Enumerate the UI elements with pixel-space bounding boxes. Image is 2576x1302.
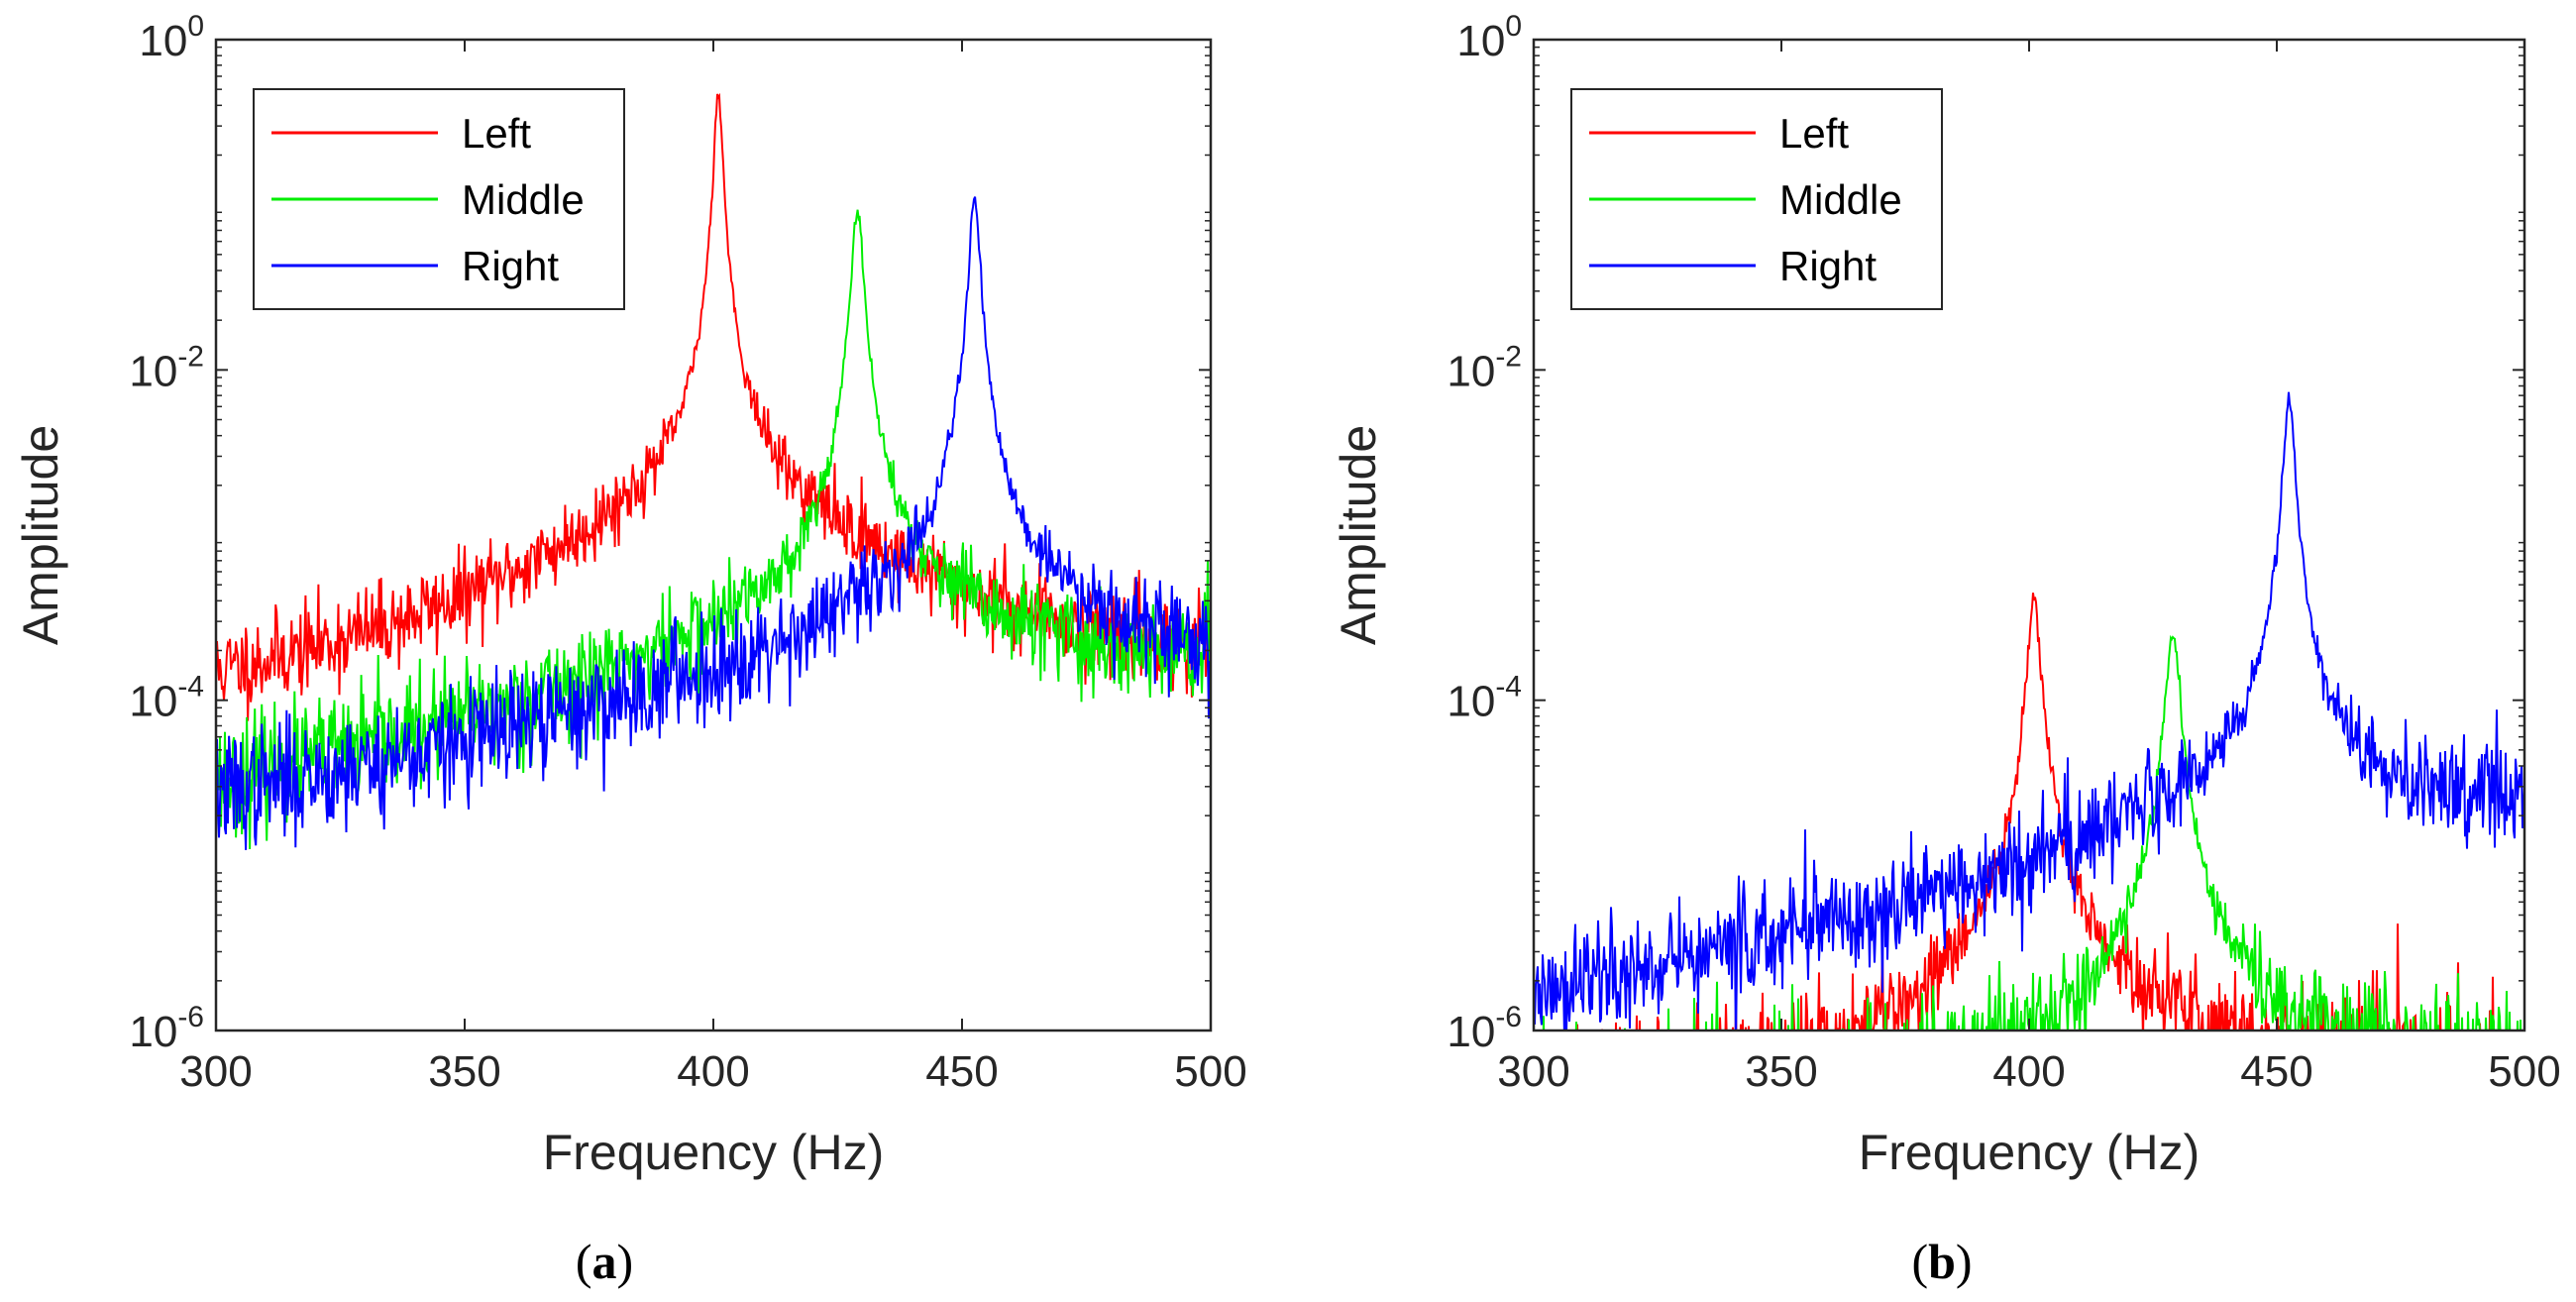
y-axis-label: Amplitude bbox=[13, 425, 68, 645]
series-line-middle bbox=[216, 209, 1211, 850]
x-tick-label: 400 bbox=[677, 1047, 749, 1096]
x-axis-label: Frequency (Hz) bbox=[543, 1125, 885, 1180]
y-tick-label: 10-2 bbox=[129, 340, 204, 395]
legend-label-right: Right bbox=[462, 243, 559, 289]
legend-label-middle: Middle bbox=[1779, 176, 1902, 223]
chart-panel-a: 300 350 400 450 500 10-6 10-4 10-2 100 Frequency … bbox=[13, 10, 1247, 1289]
legend-label-middle: Middle bbox=[462, 176, 585, 223]
y-tick-label: 10-4 bbox=[1447, 671, 1522, 726]
legend-label-left: Left bbox=[1779, 110, 1849, 157]
legend: Left Middle Right bbox=[1570, 88, 1943, 310]
panel-caption: (a) bbox=[576, 1234, 633, 1289]
x-tick-label: 300 bbox=[1497, 1047, 1569, 1096]
panel-caption: (b) bbox=[1911, 1234, 1972, 1289]
x-tick-label: 450 bbox=[925, 1047, 998, 1096]
series-line-right bbox=[1534, 391, 2524, 1031]
legend-label-left: Left bbox=[462, 110, 531, 157]
series-line-right bbox=[216, 196, 1211, 850]
x-tick-label: 400 bbox=[1992, 1047, 2065, 1096]
y-tick-label: 10-6 bbox=[129, 1001, 204, 1056]
y-tick-label: 10-6 bbox=[1447, 1001, 1522, 1056]
x-tick-label: 350 bbox=[1745, 1047, 1817, 1096]
y-tick-label: 10-4 bbox=[129, 671, 204, 726]
x-axis-label: Frequency (Hz) bbox=[1859, 1125, 2200, 1180]
legend: Left Middle Right bbox=[253, 88, 625, 310]
series-line-left bbox=[1575, 593, 2495, 1031]
x-tick-label: 350 bbox=[428, 1047, 500, 1096]
y-tick-label: 100 bbox=[1456, 10, 1522, 65]
y-tick-label: 10-2 bbox=[1447, 340, 1522, 395]
y-tick-label: 100 bbox=[139, 10, 204, 65]
x-tick-label: 500 bbox=[2488, 1047, 2560, 1096]
chart-panel-b: 300 350 400 450 500 10-6 10-4 10-2 100 Frequency … bbox=[1331, 10, 2561, 1289]
x-tick-label: 500 bbox=[1174, 1047, 1246, 1096]
x-tick-label: 450 bbox=[2240, 1047, 2312, 1096]
x-tick-label: 300 bbox=[179, 1047, 252, 1096]
y-axis-label: Amplitude bbox=[1331, 425, 1386, 645]
legend-label-right: Right bbox=[1779, 243, 1877, 289]
series-line-left bbox=[216, 92, 1211, 721]
